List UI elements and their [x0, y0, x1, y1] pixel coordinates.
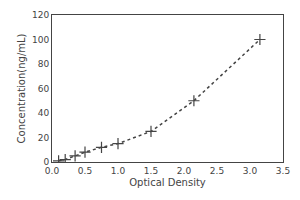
svg-text:60: 60 — [38, 84, 50, 94]
svg-text:80: 80 — [38, 59, 50, 69]
svg-text:3.5: 3.5 — [276, 166, 290, 176]
svg-text:Concentration(ng/mL): Concentration(ng/mL) — [16, 33, 27, 143]
svg-text:1.5: 1.5 — [144, 166, 158, 176]
svg-text:Optical Density: Optical Density — [129, 177, 206, 188]
svg-text:3.0: 3.0 — [243, 166, 258, 176]
svg-text:2.5: 2.5 — [210, 166, 224, 176]
svg-text:0.0: 0.0 — [45, 166, 60, 176]
svg-text:120: 120 — [32, 10, 49, 20]
svg-text:2.0: 2.0 — [177, 166, 192, 176]
svg-text:40: 40 — [38, 108, 50, 118]
svg-text:1.0: 1.0 — [111, 166, 126, 176]
svg-text:0: 0 — [43, 157, 49, 167]
svg-text:100: 100 — [32, 35, 49, 45]
svg-text:0.5: 0.5 — [78, 166, 92, 176]
svg-text:20: 20 — [38, 133, 50, 143]
